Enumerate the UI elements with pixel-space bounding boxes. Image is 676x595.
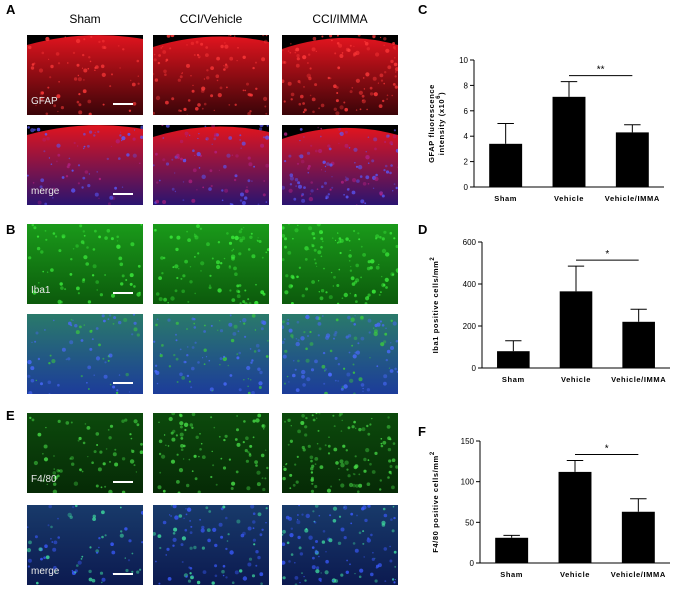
row-label: GFAP — [31, 96, 58, 107]
y-axis-label: GFAP fluorescenceintensity (x106) — [427, 84, 446, 163]
scale-bar — [113, 573, 133, 575]
y-tick-label: 0 — [470, 559, 475, 568]
micrograph-tile — [153, 413, 269, 493]
micrograph-tile: F4/80 — [27, 413, 143, 493]
bar — [621, 511, 655, 563]
micrograph-tile — [27, 314, 143, 394]
chart-f480: 0 50 100 150 Sham Vehicle Vehicle/IMMA * F4/80 p… — [430, 437, 670, 579]
y-tick-label: 150 — [461, 437, 475, 446]
micrograph-tile — [282, 224, 398, 304]
micrograph-tile — [282, 125, 398, 205]
x-tick-label: Sham — [500, 570, 523, 579]
significance-marker: ** — [597, 65, 605, 76]
x-tick-label: Sham — [494, 194, 517, 203]
y-tick-label: 0 — [464, 183, 469, 192]
significance-marker: * — [605, 444, 609, 455]
row-label: F4/80 — [31, 474, 57, 485]
y-tick-label: 10 — [459, 56, 468, 65]
x-tick-label: Sham — [502, 375, 525, 384]
panel-label-d: D — [418, 222, 428, 237]
x-tick-label: Vehicle — [561, 375, 591, 384]
panel-label-f: F — [418, 424, 426, 439]
micrograph-tile — [282, 505, 398, 585]
bar — [615, 132, 649, 187]
y-tick-label: 6 — [464, 107, 469, 116]
x-tick-label: Vehicle — [554, 194, 584, 203]
chart-iba1: 0 200 400 600 Sham Vehicle Vehicle/IMMA * Iba1 p… — [430, 238, 670, 384]
bar — [489, 143, 523, 187]
micrograph-tile — [282, 314, 398, 394]
row-label: merge — [31, 186, 60, 197]
micrograph-tile — [282, 35, 398, 115]
x-tick-label: Vehicle — [560, 570, 590, 579]
micrograph-tile — [153, 35, 269, 115]
bar — [622, 321, 655, 368]
panel-label-c: C — [418, 2, 428, 17]
column-header-cci-vehicle: CCI/Vehicle — [179, 12, 243, 26]
y-tick-label: 200 — [463, 322, 477, 331]
bar — [558, 471, 592, 563]
y-tick-label: 4 — [464, 132, 469, 141]
micrograph-tile — [153, 505, 269, 585]
scale-bar — [113, 382, 133, 384]
significance-marker: * — [605, 249, 609, 260]
scale-bar — [113, 481, 133, 483]
bar — [559, 291, 593, 368]
y-tick-label: 100 — [461, 478, 475, 487]
panel-label-a: A — [6, 2, 16, 17]
y-tick-label: 8 — [464, 81, 469, 90]
panel-label-e: E — [6, 408, 15, 423]
y-tick-label: 600 — [463, 238, 477, 247]
x-tick-label: Vehicle/IMMA — [611, 570, 666, 579]
scale-bar — [113, 193, 133, 195]
column-header-cci-imma: CCI/IMMA — [312, 12, 368, 26]
y-tick-label: 2 — [464, 158, 469, 167]
y-axis-label: Iba1 positive cells/mm2 — [430, 257, 440, 354]
x-tick-label: Vehicle/IMMA — [605, 194, 660, 203]
micrograph-tile — [153, 224, 269, 304]
bar — [495, 537, 529, 563]
micrograph-tile: merge — [27, 125, 143, 205]
chart-gfap: 0 2 4 6 8 10 Sham Vehicle Vehicle/IMMA ** GFAP flu… — [427, 56, 664, 203]
bar — [497, 351, 530, 368]
row-label: Iba1 — [31, 285, 51, 296]
y-tick-label: 0 — [472, 364, 477, 373]
y-tick-label: 400 — [463, 280, 477, 289]
scale-bar — [113, 292, 133, 294]
micrograph-tile: Iba1 — [27, 224, 143, 304]
x-tick-label: Vehicle/IMMA — [611, 375, 666, 384]
micrograph-tile: merge — [27, 505, 143, 585]
y-tick-label: 50 — [465, 518, 474, 527]
micrograph-tile — [153, 125, 269, 205]
panel-label-b: B — [6, 222, 16, 237]
scale-bar — [113, 103, 133, 105]
micrograph-tile — [282, 413, 398, 493]
micrograph-tile — [153, 314, 269, 394]
micrograph-tile: GFAP — [27, 35, 143, 115]
row-label: merge — [31, 566, 60, 577]
y-axis-label: F4/80 positive cells/mm2 — [430, 451, 440, 553]
column-header-sham: Sham — [69, 12, 101, 26]
bar — [552, 96, 586, 187]
